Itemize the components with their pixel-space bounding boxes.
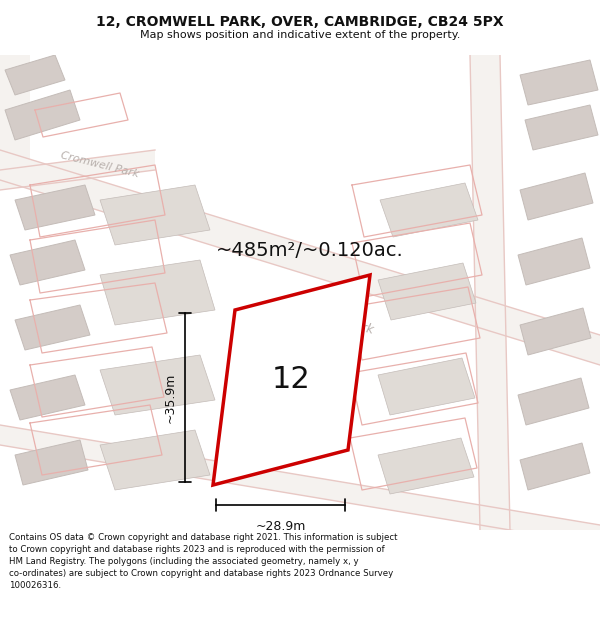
Polygon shape — [378, 438, 474, 494]
Text: Cromwell Park: Cromwell Park — [60, 151, 140, 179]
Polygon shape — [518, 378, 589, 425]
Polygon shape — [10, 240, 85, 285]
Polygon shape — [5, 55, 65, 95]
Text: 12, CROMWELL PARK, OVER, CAMBRIDGE, CB24 5PX: 12, CROMWELL PARK, OVER, CAMBRIDGE, CB24… — [96, 16, 504, 29]
Polygon shape — [520, 60, 598, 105]
Text: ~485m²/~0.120ac.: ~485m²/~0.120ac. — [216, 241, 404, 259]
Polygon shape — [10, 375, 85, 420]
Polygon shape — [15, 185, 95, 230]
Polygon shape — [378, 263, 476, 320]
Polygon shape — [520, 308, 591, 355]
Polygon shape — [380, 183, 478, 237]
Polygon shape — [378, 358, 475, 415]
Text: Cromwell Park: Cromwell Park — [285, 302, 375, 338]
Polygon shape — [0, 150, 155, 190]
Polygon shape — [0, 55, 30, 185]
Polygon shape — [213, 275, 370, 485]
Text: Map shows position and indicative extent of the property.: Map shows position and indicative extent… — [140, 29, 460, 39]
Polygon shape — [0, 150, 600, 365]
Polygon shape — [15, 440, 88, 485]
Polygon shape — [470, 55, 510, 530]
Polygon shape — [100, 355, 215, 415]
Text: 12: 12 — [272, 366, 311, 394]
Polygon shape — [100, 185, 210, 245]
Text: ~28.9m: ~28.9m — [256, 520, 305, 533]
Polygon shape — [518, 238, 590, 285]
Text: ~35.9m: ~35.9m — [164, 372, 177, 423]
Polygon shape — [5, 90, 80, 140]
Text: Contains OS data © Crown copyright and database right 2021. This information is : Contains OS data © Crown copyright and d… — [9, 533, 398, 591]
Polygon shape — [525, 105, 598, 150]
Polygon shape — [100, 430, 210, 490]
Polygon shape — [0, 425, 600, 545]
Polygon shape — [520, 173, 593, 220]
Polygon shape — [520, 443, 590, 490]
Polygon shape — [100, 260, 215, 325]
Polygon shape — [15, 305, 90, 350]
